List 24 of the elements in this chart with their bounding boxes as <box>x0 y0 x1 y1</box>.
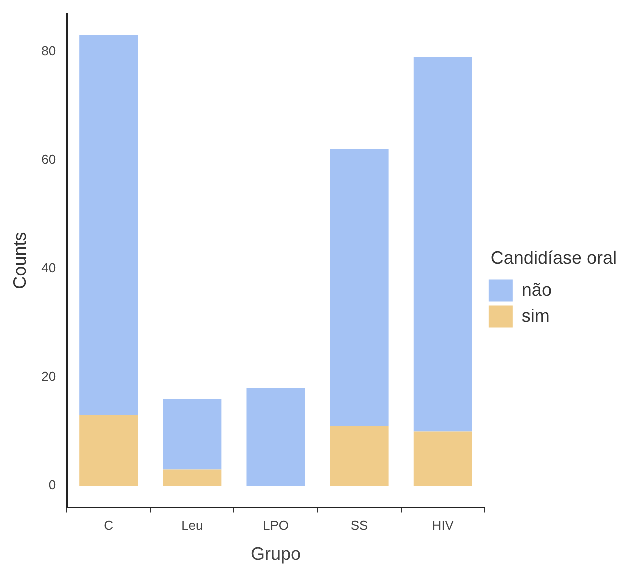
x-tick-label: SS <box>350 518 369 534</box>
legend-label: sim <box>522 306 550 326</box>
bar <box>80 36 138 416</box>
x-tick-label: HIV <box>432 518 454 534</box>
bar <box>163 399 222 470</box>
y-tick-label: 40 <box>42 260 56 276</box>
y-tick-label: 60 <box>42 152 56 167</box>
y-tick-label: 20 <box>42 369 56 384</box>
y-tick-label: 0 <box>48 478 56 493</box>
x-tick-label: Leu <box>182 518 204 534</box>
x-axis-title: Grupo <box>250 544 302 564</box>
bar <box>414 57 472 432</box>
legend-label: não <box>522 280 552 300</box>
legend-title: Candidíase oral <box>490 248 618 268</box>
bar <box>246 388 306 486</box>
x-tick-label: LPO <box>262 518 289 534</box>
bar <box>330 426 389 486</box>
bar <box>163 470 222 486</box>
y-axis-title: Counts <box>10 232 30 290</box>
x-tick-label: C <box>104 518 114 534</box>
bar <box>414 432 472 486</box>
bar <box>80 416 138 486</box>
bar <box>330 150 389 426</box>
y-tick-label: 80 <box>42 43 56 58</box>
